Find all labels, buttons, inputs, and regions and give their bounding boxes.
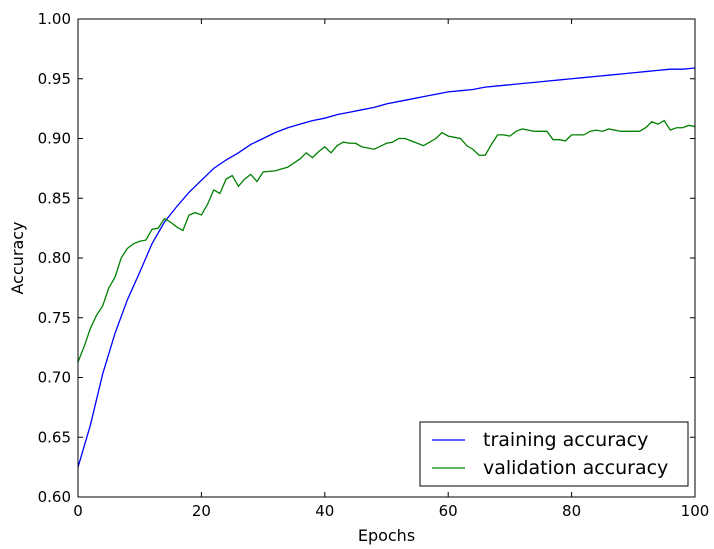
plot-frame — [77, 18, 696, 498]
y-tick-label: 0.65 — [38, 428, 71, 446]
ticks-layer: 0 20 40 60 80 100 0.60 0.65 0.70 0.75 0.80 0.85 0.90… — [38, 10, 710, 520]
y-tick-label: 0.70 — [38, 369, 71, 387]
series-line-validation — [77, 119, 696, 363]
y-tick-label: 0.95 — [38, 70, 71, 88]
y-tick-label: 1.00 — [38, 10, 71, 28]
x-tick-label: 20 — [192, 502, 211, 520]
legend-label-validation: validation accuracy — [483, 457, 668, 479]
y-tick-label: 0.75 — [38, 309, 71, 327]
x-tick-label: 40 — [315, 502, 334, 520]
legend-label-training: training accuracy — [483, 429, 648, 451]
y-tick-label: 0.60 — [38, 488, 71, 506]
legend: training accuracy validation accuracy — [419, 421, 689, 487]
x-tick-label: 80 — [562, 502, 581, 520]
legend-box — [419, 421, 689, 487]
series-layer — [77, 67, 696, 468]
series-line-training — [77, 67, 696, 468]
x-tick-label: 100 — [681, 502, 710, 520]
y-tick-label: 0.80 — [38, 249, 71, 267]
y-axis-label: Accuracy — [8, 221, 27, 294]
y-tick-label: 0.85 — [38, 189, 71, 207]
x-tick-label: 60 — [439, 502, 458, 520]
y-tick-label: 0.90 — [38, 130, 71, 148]
plot-area — [78, 19, 695, 497]
x-tick-label: 0 — [73, 502, 83, 520]
x-axis-label: Epochs — [358, 526, 415, 545]
